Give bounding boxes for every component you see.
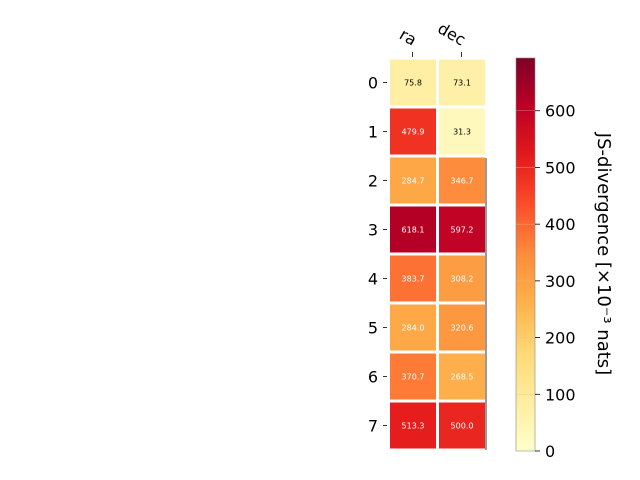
cell-value-label: 597.2	[451, 226, 474, 235]
cell-value-label: 31.3	[453, 128, 471, 137]
cell-value-label: 383.7	[402, 275, 425, 284]
heatmap-cell	[439, 157, 485, 204]
colorbar-tick-label: 200	[545, 329, 576, 348]
row-label-5: 5	[368, 319, 378, 338]
heatmap-cell	[439, 206, 485, 253]
heatmap-cell	[390, 108, 436, 155]
heatmap-cell	[439, 59, 485, 106]
cell-value-label: 346.7	[451, 177, 474, 186]
colorbar: 0 100 200 300 400 500 600 JS-divergence [×10⁻³…	[515, 57, 614, 461]
row-label-2: 2	[368, 172, 378, 191]
cell-value-label: 500.0	[451, 422, 474, 431]
heatmap-cell	[439, 353, 485, 400]
cell-value-label: 284.0	[402, 324, 425, 333]
cell-value-label: 320.6	[451, 324, 474, 333]
column-labels: ra dec	[396, 19, 469, 57]
heatmap-cell	[439, 255, 485, 302]
column-label-ra: ra	[396, 25, 420, 50]
row-label-1: 1	[368, 123, 378, 142]
cell-value-label: 513.3	[402, 422, 425, 431]
cell-value-label: 268.5	[451, 373, 474, 382]
colorbar-gradient	[515, 57, 536, 452]
cell-value-label: 479.9	[402, 128, 425, 137]
heatmap-cell	[439, 304, 485, 351]
colorbar-tick-label: 400	[545, 215, 576, 234]
heatmap-cell	[390, 206, 436, 253]
cell-value-label: 284.7	[402, 177, 425, 186]
heatmap-cell	[390, 157, 436, 204]
cell-value-label: 308.2	[451, 275, 474, 284]
heatmap-cell	[390, 304, 436, 351]
heatmap-cell	[390, 402, 436, 449]
row-label-6: 6	[368, 368, 378, 387]
heatmap-cell	[390, 353, 436, 400]
colorbar-tick-label: 500	[545, 158, 576, 177]
heatmap-cell	[390, 255, 436, 302]
heatmap-cell	[439, 108, 485, 155]
row-labels: 0 1 2 3 4 5 6 7	[368, 74, 387, 436]
colorbar-tick-label: 600	[545, 102, 576, 121]
colorbar-label: JS-divergence [×10⁻³ nats]	[593, 132, 614, 375]
row-label-4: 4	[368, 270, 378, 289]
colorbar-tick-label: 300	[545, 272, 576, 291]
cell-value-label: 370.7	[402, 373, 425, 382]
row-label-0: 0	[368, 74, 378, 93]
column-label-dec: dec	[435, 19, 469, 50]
cell-value-label: 73.1	[453, 79, 471, 88]
colorbar-ticks: 0 100 200 300 400 500 600	[516, 102, 576, 461]
colorbar-tick-label: 0	[545, 442, 555, 461]
colorbar-tick-label: 100	[545, 385, 576, 404]
heatmap-cell	[390, 59, 436, 106]
cell-value-label: 618.1	[402, 226, 425, 235]
row-label-7: 7	[368, 417, 378, 436]
row-label-3: 3	[368, 221, 378, 240]
cell-value-label: 75.8	[404, 79, 422, 88]
heatmap-cell	[439, 402, 485, 449]
heatmap-cells: 75.8 73.1 479.9 31.3 284.7 346.7 618.1 597.2 383…	[390, 59, 485, 449]
